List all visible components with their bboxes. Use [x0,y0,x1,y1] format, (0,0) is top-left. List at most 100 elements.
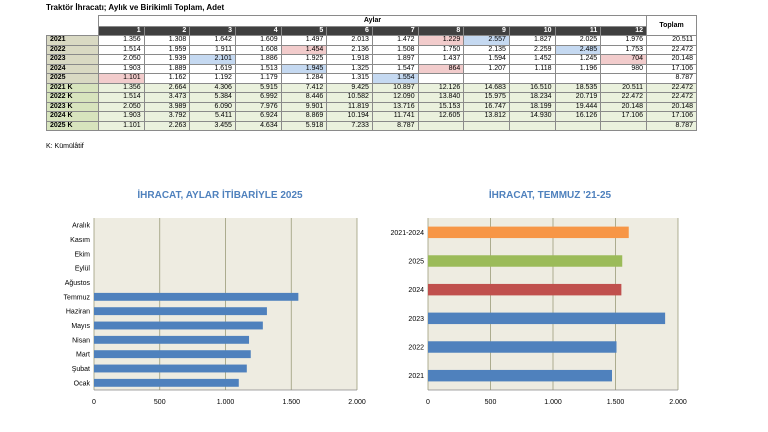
table-cell: 17.106 [600,111,647,122]
table-cell [463,73,510,84]
table-cell: 2.259 [508,44,556,55]
table-cell: 10.194 [326,111,373,122]
table-cell [463,120,510,131]
table-cell: 864 [417,63,465,74]
table-cell: 11.819 [326,101,373,112]
table-cell: 1.229 [417,35,465,46]
month-header-5: 5 [280,26,328,36]
table-row: 2022 1.514 1.959 1.911 1.608 1.454 2.136 1.508 1… [46,44,697,55]
table-cell: 1.497 [280,35,328,46]
table-cell: 1.897 [371,54,419,65]
table-row: 2025 K 1.101 2.263 3.455 4.634 5.918 7.233 8.78… [46,120,697,131]
table-cell: 1.918 [326,54,373,65]
table-cell: 1.609 [234,35,282,46]
table-corner-2 [46,26,99,36]
table-cell: 1.514 [98,92,145,103]
y-tick-label: Ağustos [65,280,91,287]
table-cell: 5.384 [189,92,236,103]
table-cell: 14.683 [463,82,510,93]
bar [94,321,263,330]
x-tick-label: 0 [92,399,96,406]
y-tick-label: 2025 [408,259,424,266]
table-cell: 7.976 [234,101,282,112]
table-cell: 3.455 [189,120,236,131]
table-cell: 15.153 [417,101,465,112]
table-row: 2023 K 2.050 3.989 6.090 7.976 9.901 11.819 13.… [46,101,697,112]
table-cell: 1.513 [234,63,282,74]
x-tick-label: 1.000 [544,399,562,406]
table-cell: 1.827 [508,35,556,46]
table-cell: 1.508 [371,44,419,55]
chart2-title: İHRACAT, TEMMUZ '21-25 [488,190,612,201]
bar [428,341,617,353]
monthly-2025-chart: 0 500 1.000 1.500 2.000 Ocak Şubat Mart Nisan May… [64,218,366,406]
y-tick-label: Mayıs [71,323,90,330]
table-row: 2021 K 1.356 2.664 4.306 5.915 7.412 9.425 10.8… [46,82,697,93]
bar [94,292,299,301]
table-cell: 1.315 [326,73,373,84]
table-cell: 2.025 [554,35,602,46]
table-cell: 2.263 [143,120,191,131]
bar [428,226,629,239]
row-label: 2024 K [46,111,99,122]
row-total: 17.106 [646,111,697,122]
table-corner [46,15,99,27]
table-cell: 1.554 [371,73,419,84]
page-title: Traktör İhracatı; Aylık ve Birikimli Top… [46,3,225,12]
table-cell: 1.547 [371,63,419,74]
table-cell: 2.050 [98,101,145,112]
table-cell: 8.787 [371,120,419,131]
table-cell: 2.136 [326,44,373,55]
table-cell: 1.608 [234,44,282,55]
table-cell: 704 [600,54,647,65]
table-cell [600,73,647,84]
table-cell: 15.975 [463,92,510,103]
bar [94,378,239,387]
table-cell [417,120,465,131]
table-row: 2025 1.101 1.162 1.192 1.179 1.284 1.315 1.554 8… [46,73,697,84]
x-tick-label: 2.000 [348,399,366,406]
y-tick-label: Haziran [66,309,90,316]
table-cell: 22.472 [600,92,647,103]
table-cell: 20.511 [600,82,647,93]
table-cell: 10.582 [326,92,373,103]
table-cell [600,120,647,131]
table-cell: 1.903 [98,111,145,122]
row-total: 20.148 [646,101,697,112]
table-cell: 16.747 [463,101,510,112]
table-cell: 2.485 [554,44,602,55]
table-cell: 3.989 [143,101,191,112]
total-header: Toplam [646,15,697,36]
x-tick-label: 500 [485,399,497,406]
y-tick-label: Mart [76,352,90,359]
row-total: 20.511 [646,35,697,46]
table-cell: 1.889 [143,63,191,74]
y-tick-label: 2022 [408,345,424,352]
table-cell: 20.719 [554,92,602,103]
month-header-9: 9 [463,26,510,36]
table-cell: 1.356 [98,35,145,46]
table-cell: 6.090 [189,101,236,112]
table-cell [508,120,556,131]
month-header-10: 10 [508,26,556,36]
table-cell: 14.930 [508,111,556,122]
row-label: 2023 K [46,101,99,112]
y-tick-label: Temmuz [64,294,91,301]
bar [94,307,267,316]
table-cell: 18.535 [554,82,602,93]
table-cell: 20.148 [600,101,647,112]
table-cell: 1.642 [189,35,236,46]
table-cell: 3.473 [143,92,191,103]
table-row: 2023 2.050 1.939 2.101 1.886 1.925 1.918 1.897 1… [46,54,697,65]
table-cell [554,73,602,84]
table-cell: 1.514 [98,44,145,55]
bar [428,283,622,296]
bar [428,255,623,267]
row-total: 20.148 [646,54,697,65]
table-cell: 1.162 [143,73,191,84]
table-cell: 1.925 [280,54,328,65]
y-tick-label: Aralık [72,223,90,230]
table-cell: 1.886 [234,54,282,65]
table-cell: 2.013 [326,35,373,46]
chart1-title: İHRACAT, AYLAR İTİBARİYLE 2025 [137,190,303,201]
